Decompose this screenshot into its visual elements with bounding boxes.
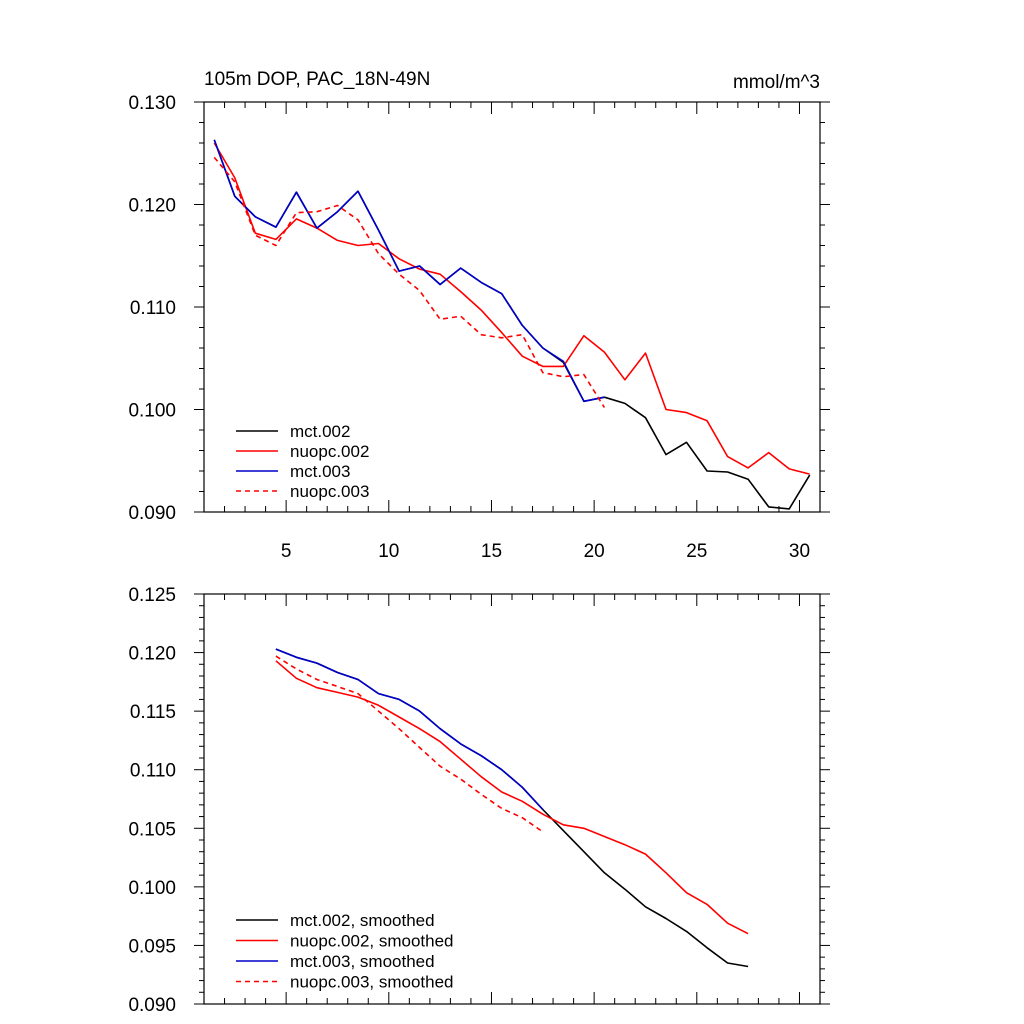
series-line-mct-003-smoothed [275,648,544,811]
series-line-mct-003 [213,139,605,403]
y-tick-label: 0.100 [128,401,176,422]
y-tick-label: 0.090 [128,503,176,524]
y-tick-label: 0.120 [128,644,176,665]
y-tick-label: 0.110 [130,298,176,319]
x-tick-label: 5 [281,541,292,562]
y-tick-label: 0.110 [130,761,176,782]
series-line-nuopc-002-smoothed [275,660,749,935]
x-tick-label: 25 [686,541,707,562]
series-line-nuopc-002 [213,142,810,475]
legend-label: nuopc.002, smoothed [290,932,454,951]
y-tick-label: 0.095 [128,936,176,957]
bottom-panel: 0.090 0.095 0.100 0.105 0.110 0.115 0.120 0.125… [128,585,830,1016]
series-line-nuopc-003 [213,156,606,408]
legend-label: mct.002 [290,422,350,441]
x-tick-label: 30 [789,541,810,562]
top-panel: 105m DOP, PAC_18N-49N mmol/m^3 5 10 15 20 25… [128,69,830,562]
legend-label: nuopc.002 [290,442,369,461]
legend-label: mct.002, smoothed [290,911,435,930]
legend-label: mct.003, smoothed [290,952,435,971]
y-tick-label: 0.125 [128,585,176,606]
legend-label: mct.003 [290,462,350,481]
y-tick-label: 0.115 [130,702,176,723]
y-tick-label: 0.105 [128,819,176,840]
units-label: mmol/m^3 [733,72,820,93]
y-tick-label: 0.090 [128,995,176,1016]
y-tick-label: 0.130 [128,93,176,114]
legend-label: nuopc.003 [290,482,369,501]
y-tick-label: 0.120 [128,196,176,217]
chart-title: 105m DOP, PAC_18N-49N [204,69,430,90]
x-tick-label: 10 [378,541,399,562]
legend-label: nuopc.003, smoothed [290,973,454,992]
x-tick-label: 15 [481,541,502,562]
series-line-nuopc-003-smoothed [275,655,544,833]
x-tick-label: 20 [584,541,605,562]
y-tick-label: 0.100 [128,878,176,899]
